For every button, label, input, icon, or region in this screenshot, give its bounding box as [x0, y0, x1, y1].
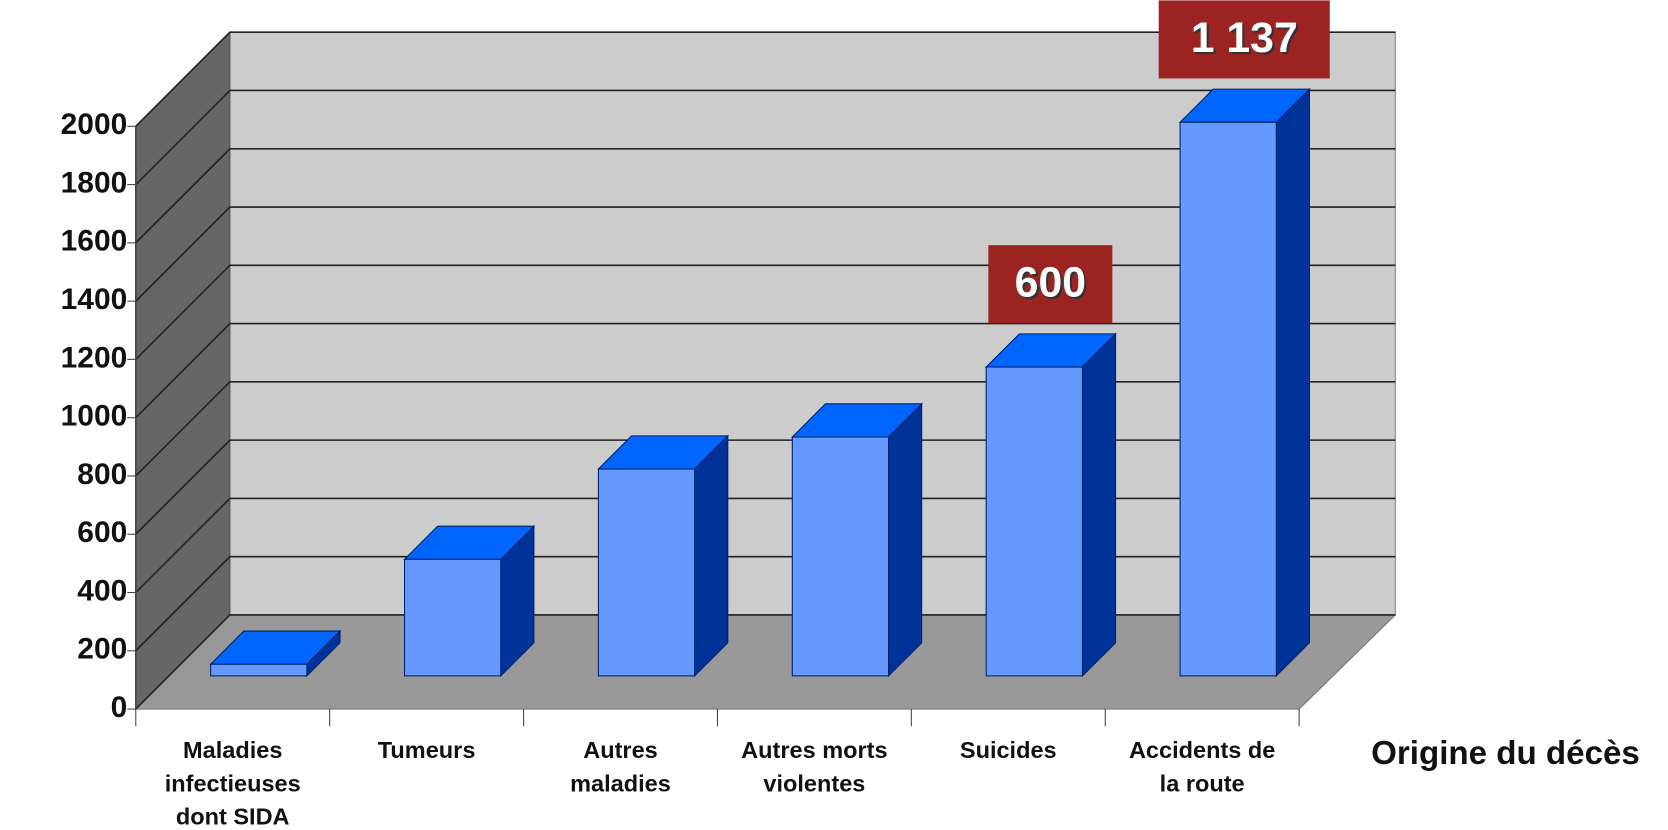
bar-front: [597, 468, 696, 677]
y-tick-label: 1800: [61, 166, 128, 199]
y-tick-label: 1400: [61, 283, 128, 316]
annotation-box: [988, 245, 1113, 324]
grid-line: [135, 147, 1396, 244]
y-tick-label: 0: [111, 691, 128, 724]
bar: [403, 524, 536, 678]
x-axis-label: Origine du décès: [1371, 735, 1640, 772]
bar: [209, 629, 342, 678]
grid-line: [135, 322, 1396, 419]
bar-front: [403, 558, 502, 677]
annotation-box: [1158, 0, 1330, 79]
x-tick-label-box: Suicides: [959, 736, 1057, 764]
grid-line: [135, 206, 1396, 302]
bar-side: [694, 434, 729, 678]
grid-line: [135, 89, 1396, 186]
x-tick-label: Suicides: [959, 736, 1057, 764]
x-tick-label: Autres morts violentes: [741, 736, 888, 797]
bar-front: [985, 366, 1083, 677]
y-tick-label: 1000: [61, 400, 128, 433]
y-tick-label: 200: [77, 633, 127, 666]
x-tick-label-box: Tumeurs: [377, 736, 476, 764]
bar-side: [1081, 332, 1117, 678]
y-tick-label: 400: [77, 574, 127, 607]
x-tick-label: Maladies infectieuses dont SIDA: [164, 736, 301, 830]
y-tick-label: 1200: [61, 341, 128, 374]
bar-front: [1179, 121, 1277, 677]
x-tick-label-box: Maladies infectieuses dont SIDA: [164, 736, 301, 830]
x-tick-label-box: Accidents de la route: [1128, 736, 1276, 797]
bar-front: [791, 436, 890, 677]
bar: [597, 434, 730, 678]
annotation-shadow: 1 137: [1193, 16, 1300, 64]
grid-line: [135, 31, 1396, 127]
x-tick-label: Tumeurs: [377, 736, 476, 764]
bar-side: [887, 402, 923, 678]
bar: [791, 402, 923, 678]
x-tick-label-box: Autres maladies: [570, 736, 671, 797]
annotation: 600: [1015, 259, 1086, 307]
y-tick-label: 600: [77, 516, 127, 549]
annotation: 1 137: [1191, 14, 1298, 62]
x-tick-label: Autres maladies: [570, 736, 671, 797]
x-tick-label: Accidents de la route: [1128, 736, 1276, 797]
bar: [984, 332, 1117, 678]
bar-side: [1275, 87, 1310, 678]
x-tick-label-box: Autres morts violentes: [741, 736, 888, 797]
annotation-shadow: 600: [1017, 261, 1088, 309]
y-tick-label: 2000: [61, 108, 128, 141]
y-tick-label: 800: [77, 458, 127, 491]
y-tick-label: 1600: [61, 225, 128, 258]
bar-front: [210, 663, 308, 677]
bar: [1178, 87, 1311, 678]
